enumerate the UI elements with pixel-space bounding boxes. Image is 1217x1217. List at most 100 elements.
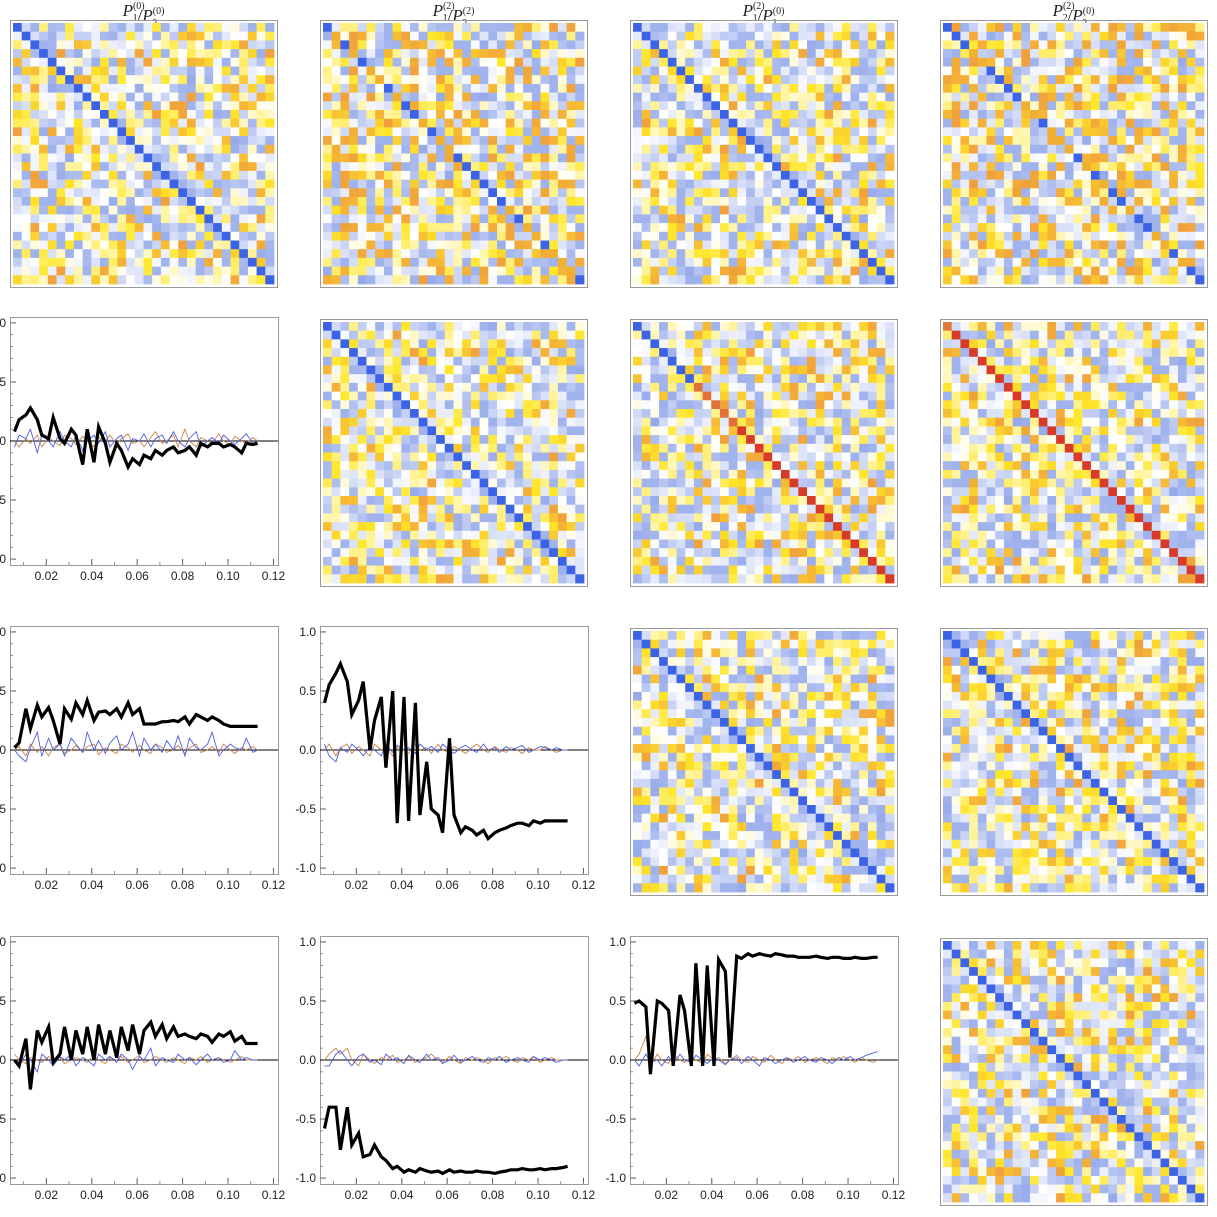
heatmap-cell — [815, 339, 825, 349]
heatmap-cell — [702, 249, 712, 259]
heatmap-cell — [693, 223, 703, 233]
heatmap-cell — [505, 170, 515, 180]
x-tick-label: 0.04 — [80, 569, 104, 583]
heatmap-cell — [815, 23, 825, 33]
heatmap-cell — [30, 118, 40, 128]
x-tick-label: 0.10 — [216, 569, 240, 583]
heatmap-cell — [323, 179, 333, 189]
heatmap-cell — [470, 31, 480, 41]
heatmap-cell — [824, 257, 834, 267]
heatmap-frame — [10, 20, 278, 288]
heatmap-cell — [737, 223, 747, 233]
heatmap-cell — [650, 417, 660, 427]
heatmap-cell — [960, 118, 970, 128]
heatmap-cell — [47, 188, 57, 198]
heatmap-cell — [470, 83, 480, 93]
heatmap-cell — [633, 240, 643, 250]
heatmap-cell — [375, 275, 385, 285]
heatmap-cell — [807, 435, 817, 445]
heatmap-cell — [1003, 49, 1013, 59]
heatmap-cell — [213, 101, 223, 111]
heatmap-cell — [505, 330, 515, 340]
heatmap-cell — [410, 170, 420, 180]
heatmap-cell — [56, 257, 66, 267]
heatmap-cell — [575, 391, 585, 401]
heatmap-frame — [320, 20, 588, 288]
heatmap-cell — [1003, 92, 1013, 102]
heatmap-cell — [566, 496, 576, 506]
heatmap-cell — [566, 556, 576, 566]
heatmap-cell — [1117, 257, 1127, 267]
heatmap-cell — [204, 240, 214, 250]
heatmap-cell — [746, 136, 756, 146]
heatmap-cell — [444, 504, 454, 514]
heatmap-cell — [143, 205, 153, 215]
heatmap-cell — [418, 170, 428, 180]
heatmap-cell — [375, 565, 385, 575]
heatmap-cell — [540, 266, 550, 276]
heatmap-cell — [13, 205, 23, 215]
heatmap-cell — [108, 170, 118, 180]
heatmap-cell — [1134, 249, 1144, 259]
heatmap-cell — [833, 426, 843, 436]
heatmap-cell — [711, 382, 721, 392]
heatmap-cell — [841, 330, 851, 340]
heatmap-cell — [366, 179, 376, 189]
heatmap-cell — [850, 435, 860, 445]
heatmap-cell — [859, 409, 869, 419]
heatmap-cell — [82, 214, 92, 224]
heatmap-cell — [73, 57, 83, 67]
heatmap-cell — [1169, 75, 1179, 85]
heatmap-cell — [1143, 57, 1153, 67]
heatmap-cell — [108, 92, 118, 102]
heatmap-cell — [523, 23, 533, 33]
heatmap-cell — [349, 83, 359, 93]
heatmap-cell — [789, 391, 799, 401]
heatmap-cell — [1151, 223, 1161, 233]
heatmap-cell — [641, 348, 651, 358]
heatmap-cell — [1151, 266, 1161, 276]
heatmap-cell — [833, 240, 843, 250]
heatmap-cell — [366, 231, 376, 241]
heatmap-cell — [1064, 110, 1074, 120]
heatmap-cell — [418, 443, 428, 453]
heatmap-cell — [1169, 110, 1179, 120]
heatmap-cell — [470, 409, 480, 419]
heatmap-cell — [1047, 249, 1057, 259]
heatmap-cell — [711, 249, 721, 259]
heatmap-cell — [143, 214, 153, 224]
heatmap-cell — [1186, 214, 1196, 224]
heatmap-cell — [728, 417, 738, 427]
heatmap-cell — [746, 391, 756, 401]
heatmap-cell — [401, 365, 411, 375]
heatmap-cell — [833, 101, 843, 111]
heatmap-cell — [331, 205, 341, 215]
heatmap-cell — [349, 469, 359, 479]
heatmap-cell — [514, 23, 524, 33]
heatmap-cell — [444, 40, 454, 50]
heatmap-cell — [462, 249, 472, 259]
heatmap-cell — [951, 31, 961, 41]
heatmap-cell — [1195, 83, 1205, 93]
heatmap-cell — [1056, 75, 1066, 85]
heatmap-cell — [711, 365, 721, 375]
heatmap-cell — [566, 348, 576, 358]
heatmap-cell — [807, 426, 817, 436]
heatmap-cell — [505, 339, 515, 349]
heatmap-cell — [366, 426, 376, 436]
heatmap-cell — [969, 144, 979, 154]
heatmap-cell — [557, 23, 567, 33]
heatmap-cell — [366, 101, 376, 111]
heatmap-cell — [392, 574, 402, 584]
heatmap-cell — [549, 153, 559, 163]
heatmap-cell — [746, 400, 756, 410]
heatmap-cell — [720, 197, 730, 207]
heatmap-cell — [470, 153, 480, 163]
heatmap-cell — [56, 92, 66, 102]
heatmap-cell — [693, 249, 703, 259]
heatmap-cell — [56, 153, 66, 163]
heatmap-cell — [340, 23, 350, 33]
heatmap-cell — [841, 162, 851, 172]
heatmap-cell — [549, 565, 559, 575]
heatmap-cell — [720, 75, 730, 85]
